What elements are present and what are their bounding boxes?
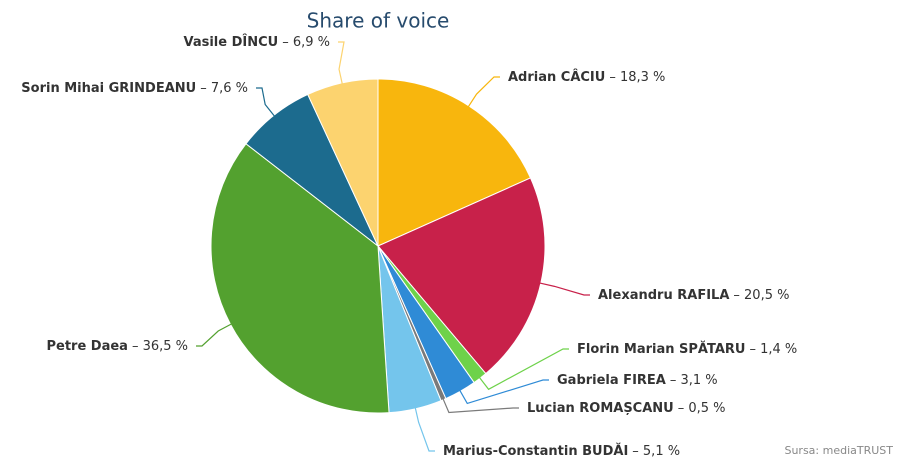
leader-line [478, 348, 569, 391]
slice-value: – 6,9 % [282, 35, 330, 50]
slice-value: – 1,4 % [749, 342, 797, 357]
slice-label: Adrian CÂCIU – 18,3 % [508, 69, 665, 85]
slice-value: – 5,1 % [632, 444, 680, 459]
slice-name: Florin Marian SPĂTARU [577, 341, 745, 357]
leader-line [196, 322, 233, 347]
slice-value: – 18,3 % [609, 70, 665, 85]
leader-line [442, 397, 519, 414]
slice-value: – 36,5 % [132, 339, 188, 354]
slice-name: Alexandru RAFILA [598, 288, 729, 303]
slice-name: Sorin Mihai GRINDEANU [21, 81, 196, 96]
leader-line [256, 87, 276, 118]
slice-name: Adrian CÂCIU [508, 69, 605, 85]
slice-label: Lucian ROMAȘCANU – 0,5 % [527, 401, 726, 416]
slice-label: Petre Daea – 36,5 % [46, 339, 188, 354]
leader-line [458, 379, 549, 405]
slice-label: Sorin Mihai GRINDEANU – 7,6 % [21, 81, 248, 96]
leader-line [414, 406, 435, 452]
leader-line [338, 41, 345, 85]
slice-label: Vasile DÎNCU – 6,9 % [183, 34, 330, 50]
source: Sursa: mediaTRUST [784, 444, 893, 457]
slice-value: – 3,1 % [670, 373, 718, 388]
chart-title: Share of voice [307, 9, 450, 33]
leader-line [467, 76, 500, 108]
slice-label: Marius-Constantin BUDĂI – 5,1 % [443, 443, 680, 459]
slice-value: – 20,5 % [733, 288, 789, 303]
slice-name: Petre Daea [46, 339, 127, 354]
slice-name: Lucian ROMAȘCANU [527, 401, 674, 416]
slice-value: – 7,6 % [200, 81, 248, 96]
slice-value: – 0,5 % [678, 401, 726, 416]
slice-label: Gabriela FIREA – 3,1 % [557, 373, 718, 388]
slice-name: Marius-Constantin BUDĂI [443, 443, 628, 459]
slice-label: Florin Marian SPĂTARU – 1,4 % [577, 341, 797, 357]
slice-name: Vasile DÎNCU [183, 34, 278, 50]
slice-label: Alexandru RAFILA – 20,5 % [598, 288, 789, 303]
slice-name: Gabriela FIREA [557, 373, 666, 388]
leader-line [538, 282, 590, 296]
